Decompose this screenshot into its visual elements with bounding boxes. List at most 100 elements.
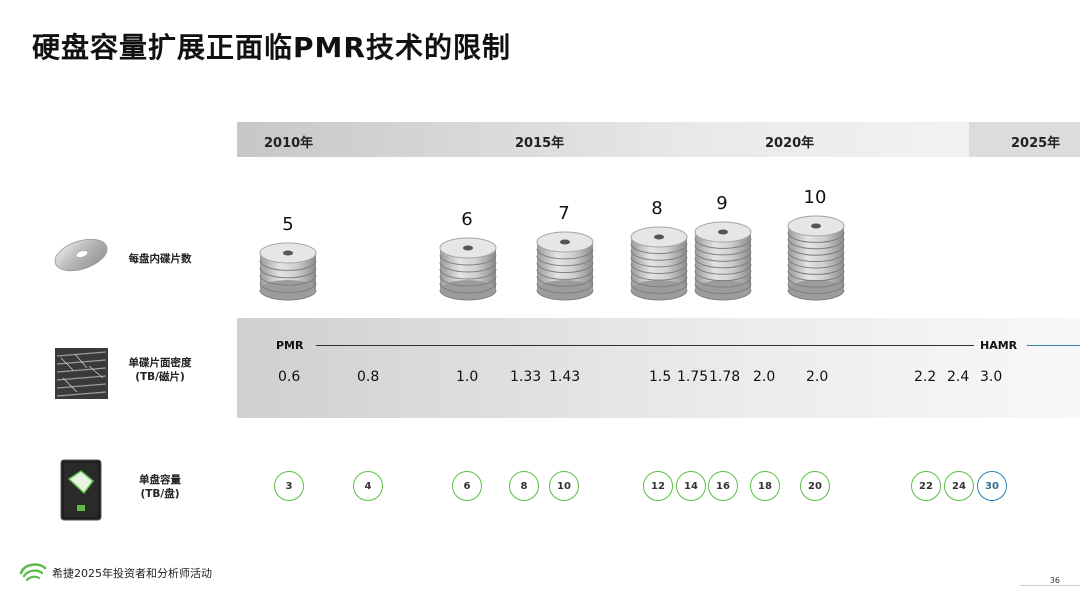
density-label: 单碟片面密度 (TB/磁片) xyxy=(120,356,200,384)
platter-spindle-hole xyxy=(560,240,570,245)
capacity-label-line2: (TB/盘) xyxy=(120,487,200,501)
platter-edge xyxy=(695,258,751,268)
capacity-circle: 24 xyxy=(944,471,974,501)
platter-edge xyxy=(631,244,687,254)
density-value: 2.2 xyxy=(914,369,936,385)
platter-spindle-hole xyxy=(463,246,473,251)
density-value: 2.0 xyxy=(806,369,828,385)
platter-edge xyxy=(788,271,844,281)
capacity-label: 单盘容量 (TB/盘) xyxy=(120,473,200,501)
capacity-circle: 22 xyxy=(911,471,941,501)
capacity-circle: 4 xyxy=(353,471,383,501)
capacity-circle: 3 xyxy=(274,471,304,501)
year-2020: 2020年 xyxy=(765,132,814,151)
density-value: 1.75 xyxy=(677,369,708,385)
platter-edge xyxy=(440,269,496,279)
platter-edge xyxy=(631,283,687,293)
platter-edge xyxy=(788,290,844,300)
platter-edge xyxy=(631,277,687,287)
capacity-circle: 14 xyxy=(676,471,706,501)
capacity-circle: 8 xyxy=(509,471,539,501)
density-label-line1: 单碟片面密度 xyxy=(120,356,200,370)
platter-stack-9 xyxy=(695,222,751,300)
platter-edge xyxy=(631,257,687,267)
density-value: 0.6 xyxy=(278,369,300,385)
platter-edge xyxy=(537,276,593,286)
page-number: 36 xyxy=(1050,576,1060,585)
capacity-circle: 18 xyxy=(750,471,780,501)
platter-edge xyxy=(260,260,316,270)
platter-stack-6 xyxy=(440,238,496,300)
capacity-circle: 6 xyxy=(452,471,482,501)
platter-edge xyxy=(788,232,844,242)
density-label-line2: (TB/磁片) xyxy=(120,370,200,384)
platter-edge xyxy=(537,269,593,279)
platter-edge xyxy=(631,264,687,274)
platter-edge xyxy=(631,250,687,260)
platter-count-5: 5 xyxy=(258,214,318,235)
platter-edge xyxy=(260,275,316,285)
platter-edge xyxy=(537,290,593,300)
platter-edge xyxy=(260,283,316,293)
density-band xyxy=(237,318,1080,418)
platter-edge xyxy=(695,238,751,248)
footer-divider xyxy=(1020,585,1080,586)
density-value: 2.4 xyxy=(947,369,969,385)
platter-count-9: 9 xyxy=(692,193,752,214)
platter-edge xyxy=(440,276,496,286)
capacity-circle: 10 xyxy=(549,471,579,501)
platter-edge xyxy=(788,245,844,255)
platter-stack-5 xyxy=(260,243,316,300)
platter-edge xyxy=(695,277,751,287)
platter-edge xyxy=(695,264,751,274)
platter-surface-microscope-icon xyxy=(55,348,108,399)
hdd-platter-icon xyxy=(52,236,110,272)
pmr-line xyxy=(316,345,974,346)
density-value: 1.0 xyxy=(456,369,478,385)
capacity-circle: 20 xyxy=(800,471,830,501)
density-value: 1.33 xyxy=(510,369,541,385)
density-value: 0.8 xyxy=(357,369,379,385)
capacity-label-line1: 单盘容量 xyxy=(120,473,200,487)
platter-edge xyxy=(695,245,751,255)
year-2025: 2025年 xyxy=(1011,132,1060,151)
platter-edge xyxy=(788,239,844,249)
hamr-label: HAMR xyxy=(980,339,1017,352)
platter-spindle-hole xyxy=(654,235,664,240)
platter-edge xyxy=(695,271,751,281)
platter-edge xyxy=(537,249,593,259)
platter-spindle-hole xyxy=(811,224,821,229)
platter-stack-10 xyxy=(788,216,844,300)
capacity-circle: 16 xyxy=(708,471,738,501)
year-2010: 2010年 xyxy=(264,132,313,151)
platter-edge xyxy=(631,290,687,300)
platter-edge xyxy=(537,263,593,273)
hamr-line xyxy=(1027,345,1080,346)
capacity-circle: 12 xyxy=(643,471,673,501)
platter-edge xyxy=(695,290,751,300)
platter-count-6: 6 xyxy=(437,209,497,230)
pmr-label: PMR xyxy=(276,339,303,352)
platter-edge xyxy=(440,262,496,272)
footer-event-text: 希捷2025年投资者和分析师活动 xyxy=(52,565,212,581)
platter-edge xyxy=(788,277,844,287)
platter-count-label: 每盘内碟片数 xyxy=(120,252,200,266)
platter-stack-7 xyxy=(537,232,593,300)
hard-drive-exos-icon xyxy=(60,459,102,521)
capacity-circle-hamr: 30 xyxy=(977,471,1007,501)
platter-edge xyxy=(440,255,496,265)
platter-spindle-hole xyxy=(718,230,728,235)
density-value: 1.43 xyxy=(549,369,580,385)
platter-edge xyxy=(788,258,844,268)
density-value: 2.0 xyxy=(753,369,775,385)
year-2015: 2015年 xyxy=(515,132,564,151)
platter-edge xyxy=(440,290,496,300)
platter-edge xyxy=(695,284,751,294)
platter-edge xyxy=(788,284,844,294)
platter-edge xyxy=(788,252,844,262)
platter-edge xyxy=(537,283,593,293)
platter-stack-8 xyxy=(631,227,687,300)
platter-edge xyxy=(695,251,751,261)
platter-edge xyxy=(260,268,316,278)
